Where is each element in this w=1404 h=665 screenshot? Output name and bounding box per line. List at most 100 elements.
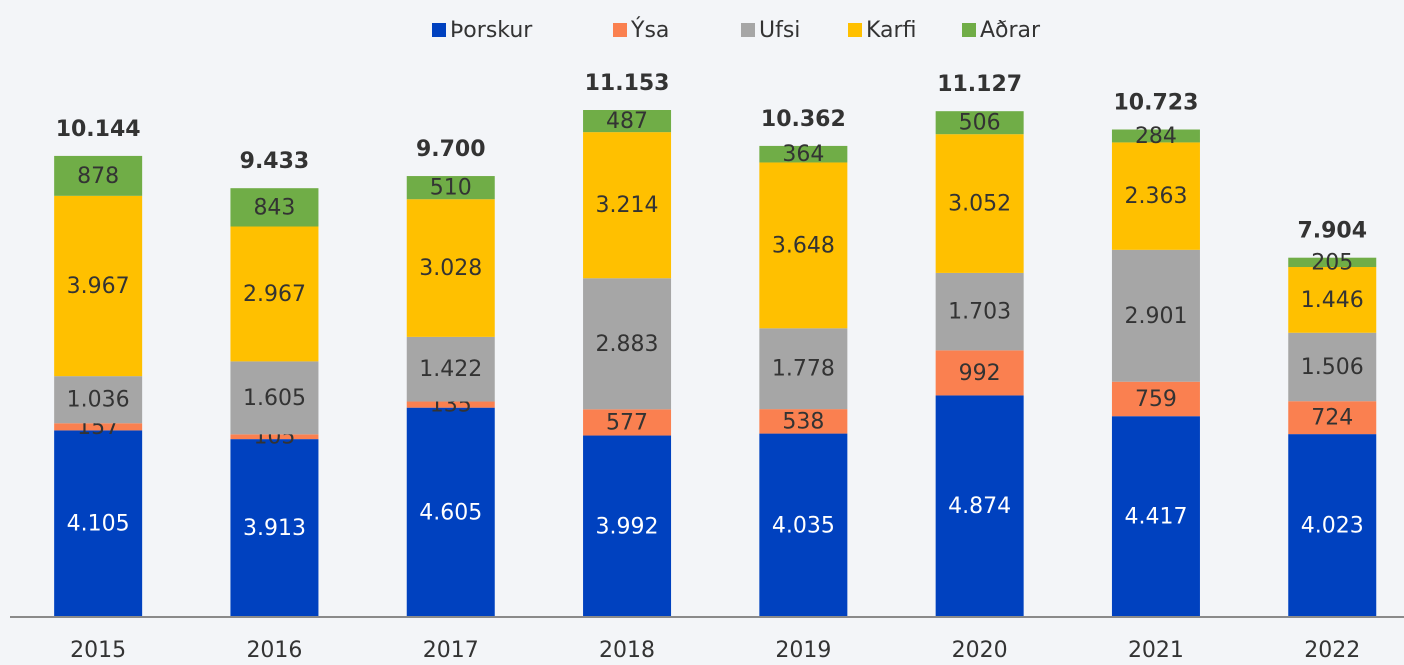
total-label: 10.144 <box>56 117 141 142</box>
bar-segment <box>54 155 143 196</box>
x-tick-label: 2020 <box>952 638 1008 663</box>
bar-segment <box>406 401 495 408</box>
bar-segment <box>54 195 143 377</box>
bar-segment <box>935 395 1024 617</box>
value-label: 1.703 <box>948 300 1011 325</box>
bar-segment <box>1288 267 1377 333</box>
x-tick-label: 2021 <box>1128 638 1184 663</box>
bar-segment <box>1288 401 1377 435</box>
legend-swatch <box>613 23 627 37</box>
bar-segment <box>1111 381 1200 417</box>
value-label: 2.883 <box>596 332 659 357</box>
value-label: 759 <box>1135 387 1177 412</box>
bar-segment <box>759 145 848 163</box>
value-label: 4.417 <box>1124 505 1187 530</box>
total-label: 11.127 <box>937 72 1022 97</box>
x-tick-label: 2016 <box>246 638 302 663</box>
bar-segment <box>1288 434 1377 617</box>
bar-segment <box>230 361 319 435</box>
value-label: 1.605 <box>243 386 306 411</box>
bar-segment <box>583 409 672 436</box>
bar-segment <box>759 162 848 329</box>
bar-segment <box>583 435 672 617</box>
bar-segment <box>935 350 1024 396</box>
bar-segment <box>935 111 1024 135</box>
value-label: 2.967 <box>243 282 306 307</box>
total-label: 10.362 <box>761 107 846 132</box>
value-label: 878 <box>77 164 119 189</box>
bar-segment <box>1288 257 1377 268</box>
bar-segment <box>759 328 848 410</box>
value-label: 1.422 <box>419 357 482 382</box>
bar-segment <box>1111 249 1200 382</box>
bar-segment <box>759 409 848 434</box>
value-label: 1.036 <box>67 388 130 413</box>
legend-label: Ufsi <box>759 18 800 43</box>
value-label: 4.035 <box>772 513 835 538</box>
value-label: 487 <box>606 109 648 134</box>
value-label: 3.648 <box>772 233 835 258</box>
value-label: 1.446 <box>1301 288 1364 313</box>
value-label: 510 <box>430 176 472 201</box>
bar-segment <box>935 134 1024 273</box>
legend-swatch <box>962 23 976 37</box>
legend-label: Karfi <box>866 18 916 43</box>
bar-segment <box>230 226 319 362</box>
value-label: 2.363 <box>1124 184 1187 209</box>
bar-segment <box>406 336 495 402</box>
value-label: 843 <box>253 195 295 220</box>
legend-label: Þorskur <box>450 18 533 43</box>
bar-segment <box>1111 142 1200 250</box>
value-label: 538 <box>782 409 824 434</box>
total-label: 10.723 <box>1113 91 1198 116</box>
value-label: 284 <box>1135 124 1177 149</box>
bar-segment <box>54 423 143 431</box>
value-label: 2.901 <box>1124 304 1187 329</box>
legend-swatch <box>848 23 862 37</box>
bar-segment <box>230 439 319 617</box>
value-label: 1.778 <box>772 357 835 382</box>
bar-segment <box>406 176 495 200</box>
x-tick-label: 2017 <box>423 638 479 663</box>
bar-segment <box>583 110 672 133</box>
value-label: 577 <box>606 410 648 435</box>
legend-swatch <box>741 23 755 37</box>
total-label: 9.433 <box>240 149 310 174</box>
legend-label: Ýsa <box>630 17 669 43</box>
bar-segment <box>583 132 672 279</box>
legend-label: Aðrar <box>980 18 1041 43</box>
bar-segment <box>230 434 319 440</box>
legend-swatch <box>432 23 446 37</box>
bar-segment <box>406 199 495 337</box>
x-tick-label: 2022 <box>1304 638 1360 663</box>
value-label: 724 <box>1311 406 1353 431</box>
bar-segment <box>230 188 319 227</box>
value-label: 3.214 <box>596 193 659 218</box>
value-label: 364 <box>782 142 824 167</box>
total-label: 11.153 <box>585 71 670 96</box>
total-label: 7.904 <box>1297 219 1367 244</box>
value-label: 4.105 <box>67 512 130 537</box>
bar-segment <box>1288 332 1377 402</box>
value-label: 3.992 <box>596 514 659 539</box>
total-label: 9.700 <box>416 137 486 162</box>
bar-segment <box>54 376 143 424</box>
bar-segment <box>54 430 143 617</box>
bar-segment <box>583 278 672 410</box>
value-label: 992 <box>959 361 1001 386</box>
value-label: 4.023 <box>1301 514 1364 539</box>
x-tick-label: 2018 <box>599 638 655 663</box>
bar-segment <box>1111 416 1200 617</box>
value-label: 1.506 <box>1301 355 1364 380</box>
bar-segment <box>935 272 1024 351</box>
value-label: 4.605 <box>419 500 482 525</box>
value-label: 3.028 <box>419 256 482 281</box>
value-label: 3.967 <box>67 274 130 299</box>
x-tick-label: 2019 <box>775 638 831 663</box>
bar-segment <box>759 433 848 617</box>
value-label: 4.874 <box>948 494 1011 519</box>
value-label: 205 <box>1311 250 1353 275</box>
value-label: 506 <box>959 111 1001 136</box>
x-tick-label: 2015 <box>70 638 126 663</box>
